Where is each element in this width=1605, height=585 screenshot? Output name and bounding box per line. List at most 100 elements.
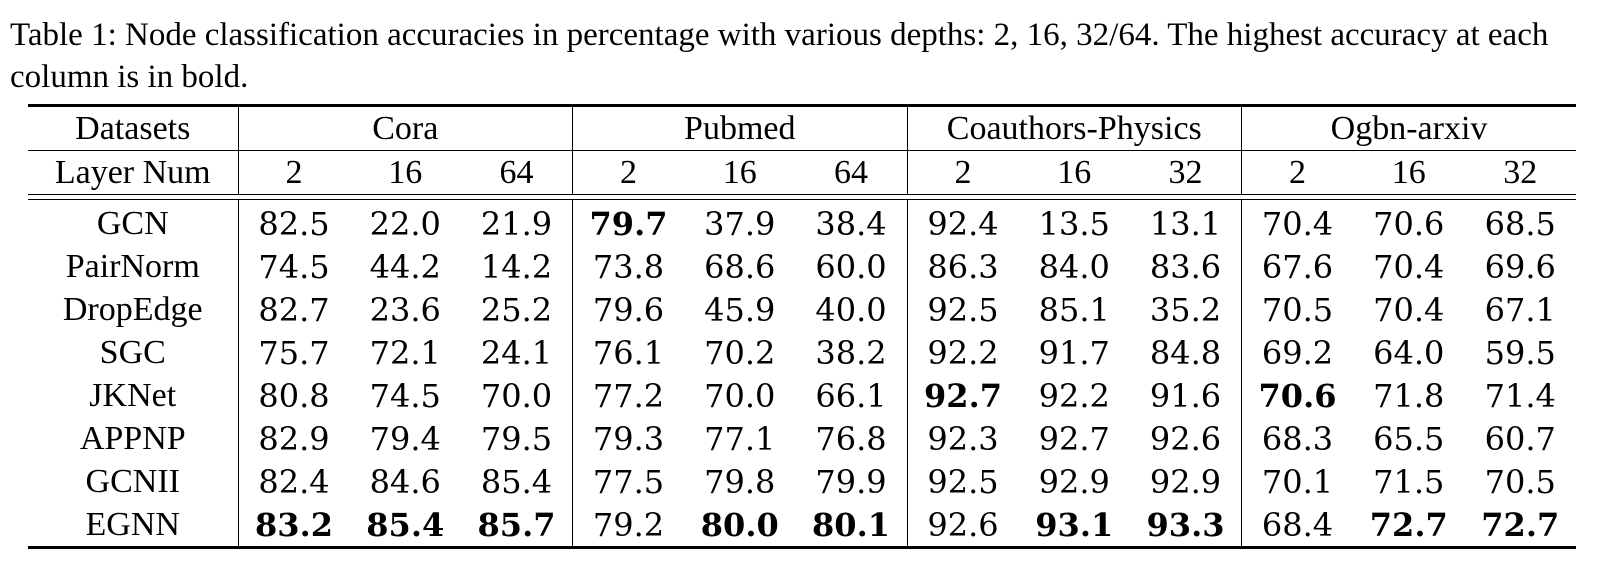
accuracy-cell: 73.8 [592,247,665,286]
accuracy-cell: 70.6 [1373,204,1445,243]
accuracy-cell: 92.7 [924,376,1002,415]
depth-header: 64 [461,151,573,194]
accuracy-cell: 84.8 [1130,331,1242,374]
accuracy-cell: 60.0 [795,245,908,288]
accuracy-cell: 80.1 [795,503,908,546]
table-row: DropEdge 82.7 23.6 25.2 79.6 45.9 40.0 92.5 85.1… [28,288,1576,331]
accuracy-cell: 82.7 [258,290,330,329]
mid-rule [28,150,1576,151]
accuracy-cell: 25.2 [461,288,573,331]
accuracy-cell: 77.1 [704,419,776,458]
table-row: PairNorm 74.5 44.2 14.2 73.8 68.6 60.0 86.3 84.0… [28,245,1576,288]
accuracy-cell: 72.7 [1481,505,1560,544]
double-rule [28,194,1576,200]
accuracy-cell: 72.7 [1369,505,1448,544]
accuracy-cell: 38.4 [795,200,908,245]
accuracy-cell: 79.2 [592,505,665,544]
accuracy-cell: 14.2 [461,245,573,288]
depth-header: 64 [795,151,908,194]
accuracy-cell: 92.6 [927,505,999,544]
table-row: SGC 75.7 72.1 24.1 76.1 70.2 38.2 92.2 91.7 84.8 6… [28,331,1576,374]
accuracy-cell: 92.7 [1038,419,1110,458]
depth-header: 16 [1391,153,1426,191]
accuracy-cell: 92.9 [1038,462,1110,501]
group-header-pubmed: Pubmed [572,107,908,150]
accuracy-cell: 68.3 [1261,419,1334,458]
accuracy-cell: 22.0 [369,204,441,243]
table-body: GCN 82.5 22.0 21.9 79.7 37.9 38.4 92.4 13.5 13.1 7… [28,200,1576,546]
accuracy-cell: 72.1 [369,333,441,372]
depth-header: 2 [620,153,637,191]
depth-header: 2 [285,153,303,191]
accuracy-cell: 83.6 [1130,245,1242,288]
depth-header: 16 [722,153,757,191]
method-name: SGC [28,331,239,374]
method-name: DropEdge [28,288,239,331]
depth-header: 2 [1289,153,1306,191]
accuracy-cell: 92.4 [927,204,999,243]
header-row-layers: Layer Num 2 16 64 2 16 64 2 16 32 2 16 3… [28,151,1576,194]
accuracy-cell: 71.8 [1373,376,1445,415]
top-rule [28,104,1576,107]
accuracy-cell: 65.5 [1373,419,1445,458]
accuracy-cell: 24.1 [461,331,573,374]
accuracy-cell: 74.5 [369,376,441,415]
accuracy-cell: 13.1 [1130,200,1242,245]
accuracy-cell: 74.5 [258,247,330,286]
method-name: GCN [28,200,239,245]
accuracy-cell: 75.7 [258,333,330,372]
accuracy-cell: 70.5 [1484,462,1556,501]
accuracy-cell: 40.0 [795,288,908,331]
depth-header: 32 [1130,151,1242,194]
accuracy-cell: 67.1 [1484,290,1556,329]
accuracy-cell: 85.4 [461,460,573,503]
accuracy-cell: 85.1 [1038,290,1110,329]
table-row: JKNet 80.8 74.5 70.0 77.2 70.0 66.1 92.7 92.2 91.… [28,374,1576,417]
accuracy-cell: 93.3 [1130,503,1242,546]
table-row: APPNP 82.9 79.4 79.5 79.3 77.1 76.8 92.3 92.7 92.… [28,417,1576,460]
accuracy-cell: 79.5 [461,417,573,460]
accuracy-cell: 67.6 [1261,247,1334,286]
method-name: EGNN [28,503,239,546]
accuracy-cell: 37.9 [704,204,776,243]
group-header-ogbn-arxiv: Ogbn-arxiv [1330,109,1488,147]
method-name: PairNorm [28,245,239,288]
header-row-datasets: Datasets Cora Pubmed Coauthors-Physics O… [28,107,1576,150]
accuracy-cell: 70.5 [1261,290,1334,329]
bottom-rule [28,546,1576,549]
accuracy-cell: 92.5 [927,290,999,329]
accuracy-cell: 68.4 [1261,505,1334,544]
accuracy-cell: 85.4 [366,505,445,544]
accuracy-cell: 80.0 [700,505,779,544]
group-header-cora: Cora [238,107,574,150]
table-row: EGNN 83.2 85.4 85.7 79.2 80.0 80.1 92.6 93.1 93.3… [28,503,1576,546]
accuracy-cell: 68.6 [704,247,776,286]
accuracy-cell: 82.9 [258,419,330,458]
accuracy-cell: 77.2 [592,376,665,415]
depth-header: 16 [388,153,423,191]
accuracy-cell: 71.4 [1484,376,1556,415]
accuracy-cell: 92.3 [927,419,999,458]
accuracy-cell: 70.2 [704,333,776,372]
accuracy-cell: 86.3 [927,247,999,286]
layer-num-label: Layer Num [28,151,239,194]
depth-header: 16 [1057,153,1092,191]
accuracy-cell: 70.4 [1373,290,1445,329]
accuracy-cell: 21.9 [461,200,573,245]
accuracy-cell: 35.2 [1130,288,1242,331]
accuracy-cell: 82.4 [258,462,330,501]
accuracy-cell: 92.6 [1130,417,1242,460]
method-name: GCNII [28,460,239,503]
datasets-label: Datasets [28,107,239,150]
accuracy-cell: 23.6 [369,290,441,329]
method-name: JKNet [28,374,239,417]
method-name: APPNP [28,417,239,460]
table-subheader: Layer Num 2 16 64 2 16 64 2 16 32 2 16 3… [28,151,1576,194]
accuracy-cell: 84.0 [1038,247,1110,286]
accuracy-cell: 85.7 [461,503,573,546]
accuracy-cell: 38.2 [795,331,908,374]
accuracy-cell: 79.7 [589,204,668,243]
accuracy-cell: 71.5 [1373,462,1445,501]
accuracy-cell: 79.6 [592,290,665,329]
table-row: GCNII 82.4 84.6 85.4 77.5 79.8 79.9 92.5 92.9 92.… [28,460,1576,503]
